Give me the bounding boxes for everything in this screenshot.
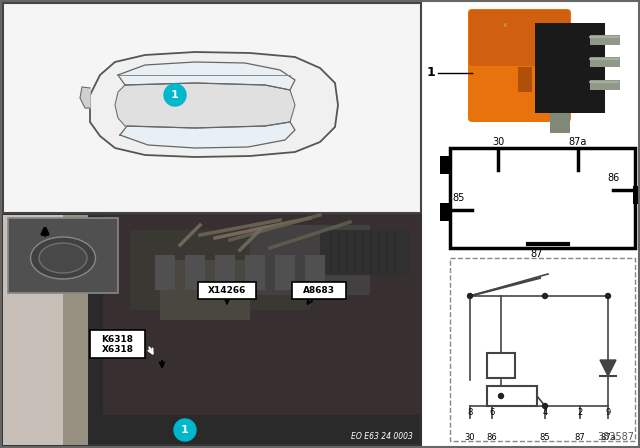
Text: 6: 6 bbox=[490, 408, 495, 417]
Bar bbox=[292, 282, 346, 299]
Circle shape bbox=[467, 293, 472, 298]
Bar bbox=[130, 230, 310, 310]
Circle shape bbox=[164, 84, 186, 106]
Polygon shape bbox=[115, 83, 295, 128]
Text: 86: 86 bbox=[486, 433, 497, 442]
Circle shape bbox=[575, 420, 585, 430]
Polygon shape bbox=[80, 87, 90, 108]
Bar bbox=[450, 258, 635, 441]
Bar bbox=[103, 215, 421, 415]
Circle shape bbox=[174, 419, 196, 441]
Text: EO E63 24 0003: EO E63 24 0003 bbox=[351, 432, 413, 441]
Bar bbox=[3, 215, 78, 445]
FancyBboxPatch shape bbox=[469, 10, 570, 66]
Bar bbox=[440, 203, 452, 221]
Text: K: K bbox=[503, 23, 507, 28]
Polygon shape bbox=[120, 122, 295, 148]
Bar bbox=[250, 225, 370, 295]
Bar bbox=[3, 215, 421, 445]
Polygon shape bbox=[118, 62, 295, 90]
Bar bbox=[550, 113, 570, 133]
Bar bbox=[590, 35, 620, 45]
Text: 85: 85 bbox=[540, 433, 550, 442]
Text: 30: 30 bbox=[465, 433, 476, 442]
Bar bbox=[155, 255, 175, 290]
Text: 30: 30 bbox=[492, 137, 504, 147]
Bar bbox=[3, 3, 421, 213]
Text: 87a: 87a bbox=[600, 433, 616, 442]
Text: 85: 85 bbox=[452, 193, 465, 203]
Bar bbox=[535, 23, 605, 113]
Bar bbox=[633, 186, 640, 204]
Polygon shape bbox=[600, 360, 616, 376]
Text: 1: 1 bbox=[426, 66, 435, 79]
Text: 8: 8 bbox=[467, 408, 473, 417]
Bar bbox=[90, 330, 145, 358]
Ellipse shape bbox=[39, 243, 87, 273]
Bar bbox=[305, 255, 325, 290]
Bar bbox=[275, 255, 295, 290]
Text: X14266: X14266 bbox=[208, 286, 246, 295]
Bar bbox=[198, 282, 256, 299]
Text: K6318: K6318 bbox=[102, 335, 134, 344]
Bar bbox=[450, 148, 635, 248]
Bar bbox=[8, 265, 88, 415]
Text: 9: 9 bbox=[605, 408, 611, 417]
Bar bbox=[63, 215, 88, 445]
Bar bbox=[440, 156, 452, 174]
Bar bbox=[245, 255, 265, 290]
Text: 1: 1 bbox=[171, 90, 179, 100]
Text: 87: 87 bbox=[575, 433, 586, 442]
Ellipse shape bbox=[31, 237, 95, 279]
Text: 87: 87 bbox=[530, 249, 542, 259]
Text: 383587: 383587 bbox=[597, 432, 634, 442]
Bar bbox=[590, 57, 620, 67]
Text: 4: 4 bbox=[542, 408, 548, 417]
Text: 86: 86 bbox=[607, 173, 620, 183]
Text: 2: 2 bbox=[577, 408, 582, 417]
Circle shape bbox=[543, 404, 547, 409]
Bar bbox=[320, 230, 410, 275]
Bar bbox=[487, 353, 515, 378]
FancyBboxPatch shape bbox=[468, 9, 571, 122]
Circle shape bbox=[487, 420, 497, 430]
Circle shape bbox=[465, 420, 475, 430]
Text: 1: 1 bbox=[181, 425, 189, 435]
Bar bbox=[590, 80, 620, 90]
Text: 87a: 87a bbox=[569, 137, 587, 147]
Bar bbox=[487, 386, 537, 406]
Text: X6318: X6318 bbox=[102, 345, 134, 354]
Circle shape bbox=[605, 293, 611, 298]
Bar bbox=[185, 255, 205, 290]
Circle shape bbox=[540, 420, 550, 430]
Bar bbox=[160, 260, 250, 320]
Polygon shape bbox=[90, 52, 338, 157]
Bar bbox=[8, 218, 118, 293]
Circle shape bbox=[499, 393, 504, 399]
Circle shape bbox=[543, 293, 547, 298]
Bar bbox=[215, 255, 235, 290]
Bar bbox=[518, 67, 532, 92]
Circle shape bbox=[603, 420, 613, 430]
Text: A8683: A8683 bbox=[303, 286, 335, 295]
